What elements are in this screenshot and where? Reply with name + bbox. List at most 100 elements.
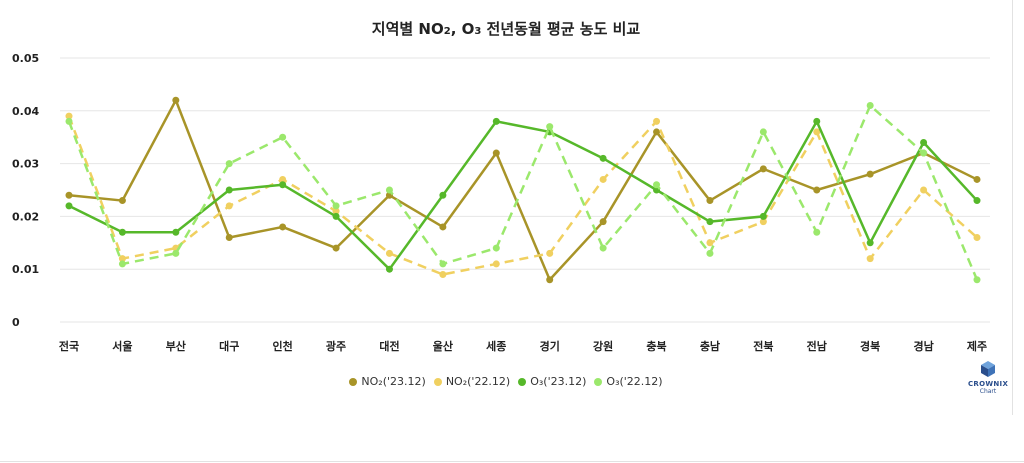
data-point — [118, 255, 126, 263]
legend-item: NO₂('23.12) — [349, 375, 426, 388]
data-point — [653, 128, 661, 136]
legend-label: O₃('23.12) — [530, 375, 587, 388]
data-point — [920, 149, 928, 157]
x-tick-label: 대전 — [379, 339, 399, 353]
x-tick-label: 전국 — [59, 339, 79, 353]
data-point — [706, 218, 714, 226]
data-point — [118, 197, 126, 205]
data-point — [813, 186, 821, 194]
data-point — [759, 128, 767, 136]
logo-sub: Chart — [979, 388, 997, 395]
data-point — [599, 244, 607, 252]
data-point — [332, 202, 340, 210]
line-chart: 0 0.01 0.02 0.03 0.04 0.05 전국 서울 부산 대구 인천 광주 대전 울산 세종 경… — [12, 52, 990, 353]
data-point — [492, 260, 500, 268]
legend-marker — [433, 377, 442, 386]
data-point — [118, 260, 126, 268]
data-point — [706, 249, 714, 257]
data-point — [546, 249, 554, 257]
data-point — [653, 117, 661, 125]
y-tick-label: 0.05 — [12, 52, 39, 65]
data-point — [920, 138, 928, 146]
data-point — [920, 186, 928, 194]
data-point — [706, 239, 714, 247]
data-point — [65, 191, 73, 199]
x-tick-label: 대구 — [219, 339, 239, 353]
logo-name: CROWNIX — [968, 380, 1009, 388]
x-tick-label: 전남 — [807, 339, 827, 353]
x-tick-label: 충북 — [646, 339, 666, 353]
data-point — [546, 276, 554, 284]
data-point — [492, 149, 500, 157]
y-tick-label: 0.03 — [12, 158, 39, 171]
data-point — [599, 218, 607, 226]
crownix-logo: CROWNIX Chart — [968, 360, 1008, 395]
x-tick-label: 제주 — [967, 339, 987, 353]
legend-marker — [349, 377, 358, 386]
x-tick-label: 세종 — [486, 339, 506, 353]
data-point — [385, 249, 393, 257]
data-point — [866, 102, 874, 110]
data-point — [65, 117, 73, 125]
x-tick-label: 인천 — [273, 339, 293, 353]
series-line-3 — [67, 104, 979, 281]
data-point — [813, 228, 821, 236]
data-point — [385, 265, 393, 273]
chart-frame — [1012, 0, 1013, 415]
x-tick-label: 광주 — [326, 340, 346, 353]
data-point — [65, 202, 73, 210]
data-point — [332, 212, 340, 220]
data-point — [759, 218, 767, 226]
series-line-0 — [68, 98, 978, 282]
data-point — [65, 112, 73, 120]
legend-item: O₃('22.12) — [594, 375, 663, 388]
data-point — [439, 260, 447, 268]
x-tick-label: 충남 — [700, 339, 720, 353]
data-point — [332, 244, 340, 252]
y-tick-label: 0.01 — [12, 263, 39, 276]
legend-marker — [594, 377, 603, 386]
data-point — [492, 117, 500, 125]
data-point — [279, 133, 287, 141]
data-point — [973, 197, 981, 205]
data-point — [492, 244, 500, 252]
data-point — [118, 228, 126, 236]
data-point — [866, 170, 874, 178]
y-tick-label: 0.04 — [12, 105, 39, 118]
data-point — [866, 239, 874, 247]
data-point — [866, 255, 874, 263]
data-point — [172, 249, 180, 257]
legend-item: O₃('23.12) — [518, 375, 586, 388]
data-point — [225, 234, 233, 242]
y-tick-label: 0 — [12, 316, 20, 329]
data-point — [653, 181, 661, 189]
legend-label: NO₂('22.12) — [445, 375, 511, 388]
data-point — [279, 181, 287, 189]
chart-title: 지역별 NO2, O3 전년동월 평균 농도 비교 — [371, 20, 641, 38]
crownix-icon — [981, 361, 995, 377]
x-tick-label: 서울 — [112, 339, 132, 353]
data-point — [546, 123, 554, 131]
data-point — [172, 96, 180, 104]
data-point — [385, 186, 393, 194]
data-point — [439, 270, 447, 278]
x-tick-label: 부산 — [166, 339, 186, 353]
series-line-2 — [68, 120, 978, 271]
legend-label: NO₂('23.12) — [361, 375, 426, 388]
x-tick-label: 울산 — [433, 339, 453, 353]
data-point — [599, 154, 607, 162]
data-point — [759, 165, 767, 173]
x-tick-label: 경북 — [860, 339, 880, 353]
data-point — [599, 175, 607, 183]
data-point — [813, 128, 821, 136]
data-point — [439, 191, 447, 199]
data-point — [439, 223, 447, 231]
data-point — [172, 228, 180, 236]
data-point — [332, 207, 340, 215]
data-point — [225, 202, 233, 210]
legend-item: NO₂('22.12) — [433, 375, 511, 388]
data-point — [279, 175, 287, 183]
x-tick-label: 경기 — [540, 339, 560, 353]
data-point — [759, 212, 767, 220]
bottom-divider — [0, 461, 1024, 462]
